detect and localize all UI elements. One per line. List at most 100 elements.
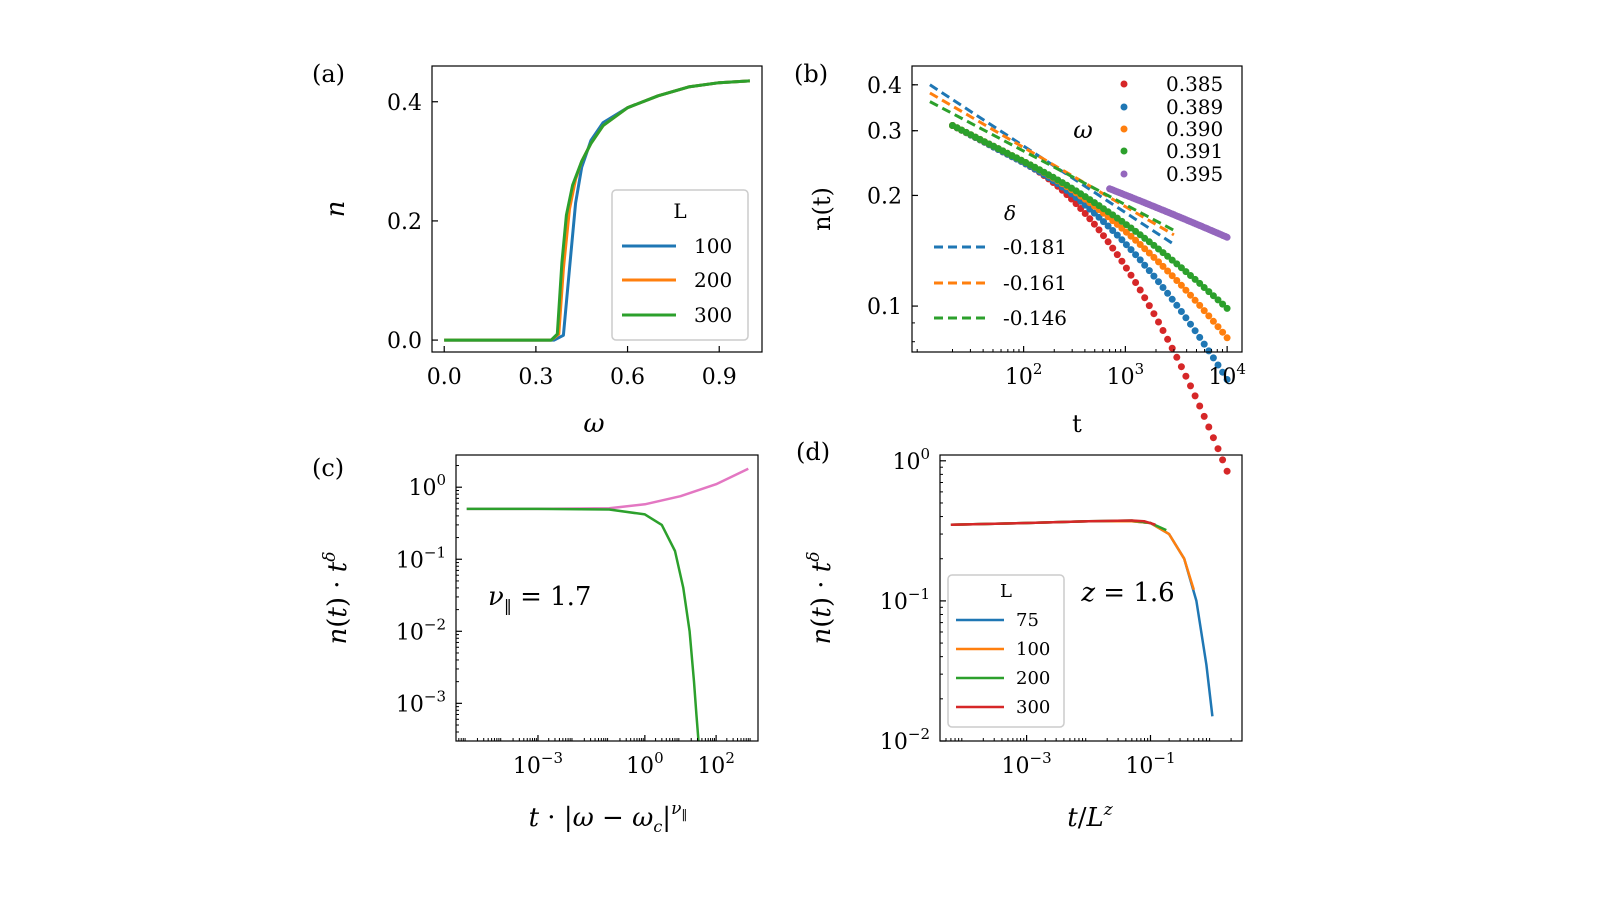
panel-d-legend-title: L (1000, 581, 1012, 602)
data-point-0.389 (1164, 289, 1172, 297)
panel-d-ylabel: n(t) · tδ (804, 552, 837, 645)
panel-c-annotation-nu: ν (488, 582, 504, 612)
data-point-0.390 (1214, 323, 1222, 331)
data-point-0.390 (1200, 307, 1208, 315)
ytick-label: 10−1 (396, 543, 446, 573)
xtick-label: 104 (1208, 360, 1246, 390)
data-point-0.385 (1168, 344, 1176, 352)
data-point-0.385 (1187, 382, 1194, 390)
panel-b-xlabel: t (1072, 410, 1082, 438)
data-point-0.385 (1150, 310, 1158, 318)
xtick-label: 103 (1107, 360, 1145, 390)
panel-a-ticks: 0.0 0.3 0.6 0.9 0.0 0.2 0.4 (387, 91, 737, 390)
panel-label-a: (a) (312, 60, 345, 88)
panel-label-b: (b) (794, 60, 828, 88)
panel-c-ylabel: n(t) · tδ (320, 552, 353, 645)
data-point-0.385 (1132, 279, 1140, 286)
panel-c-frame (455, 454, 759, 742)
data-point-0.385 (1155, 318, 1162, 326)
data-point-0.385 (1095, 226, 1103, 234)
data-point-0.391 (1173, 260, 1181, 268)
xtick-label: 0.0 (427, 365, 462, 390)
data-point-0.389 (1100, 218, 1107, 226)
panel-b-delta-label-3: -0.146 (1003, 306, 1067, 330)
data-point-0.395 (1223, 233, 1231, 241)
panel-d-plot-area (950, 519, 1214, 717)
panel-b-legend-label-0385: 0.385 (1166, 72, 1223, 96)
data-point-0.389 (1155, 278, 1162, 286)
data-point-0.390 (1182, 286, 1190, 294)
xtick-label: 0.6 (610, 365, 645, 390)
panel-a-ylabel: n (321, 201, 351, 218)
ytick-label: 10−3 (396, 687, 446, 717)
panel-c-xlabel: t · |ω − ωc|ν‖ (529, 799, 688, 836)
panel-a-legend-box (611, 189, 749, 341)
panel-c-annotation-value: = 1.7 (512, 582, 592, 612)
data-point-0.389 (1177, 308, 1185, 315)
data-point-0.389 (1191, 327, 1199, 335)
data-point-0.391 (1191, 275, 1199, 283)
series-line-upper (466, 467, 749, 511)
panel-d-legend-label-300: 300 (1016, 697, 1050, 718)
data-point-0.389 (1118, 236, 1126, 244)
panel-b-legend-label-0389: 0.389 (1166, 95, 1223, 119)
data-point-0.385 (1223, 467, 1231, 475)
data-point-0.390 (1209, 317, 1217, 325)
ytick-label: 0.1 (867, 295, 902, 320)
data-point-0.385 (1136, 286, 1144, 294)
panel-label-c: (c) (312, 454, 344, 482)
xtick-label: 0.3 (518, 365, 553, 390)
data-point-0.391 (1168, 256, 1176, 264)
data-point-0.385 (1127, 271, 1135, 279)
panel-b-legend-marker-0390 (1120, 125, 1128, 133)
data-point-0.389 (1200, 340, 1208, 348)
data-point-0.385 (1141, 294, 1149, 302)
data-point-0.385 (1104, 238, 1112, 246)
data-point-0.391 (1200, 284, 1208, 291)
data-point-0.385 (1219, 456, 1227, 464)
ytick-label: 10−1 (880, 585, 930, 615)
panel-b-frame (911, 65, 1243, 353)
xtick-label: 10−3 (1002, 749, 1052, 779)
data-point-0.391 (1164, 252, 1172, 260)
panel-b-omega-title: ω (1073, 116, 1093, 144)
data-point-0.390 (1164, 267, 1172, 275)
panel-b-delta-label-2: -0.161 (1003, 271, 1067, 295)
data-point-0.390 (1168, 272, 1176, 280)
ytick-label: 100 (408, 471, 446, 501)
ytick-label: 10−2 (880, 725, 930, 755)
data-point-0.385 (1081, 210, 1089, 217)
panel-c-plot-area (466, 467, 749, 742)
data-point-0.389 (1127, 246, 1135, 254)
panel-a-legend: L 100 200 300 (611, 189, 749, 341)
panel-label-d: (d) (796, 438, 830, 466)
data-point-0.385 (1205, 423, 1213, 431)
panel-b: (b) 102 103 104 0.1 0.2 0.3 0.4 t n(t) ω 0.385… (794, 60, 1246, 475)
ytick-label: 0.0 (387, 329, 422, 354)
panel-b-delta-label-1: -0.181 (1003, 235, 1067, 259)
data-point-0.389 (1214, 361, 1222, 369)
data-point-0.385 (1164, 335, 1172, 343)
fit-line--0.161 (929, 91, 1175, 237)
fit-line--0.146 (929, 100, 1175, 232)
panel-a: (a) 0.0 0.3 0.6 0.9 0.0 0.2 0.4 ω n L 100 200 … (312, 60, 763, 439)
data-point-0.390 (1177, 281, 1185, 289)
panel-b-delta-legend: δ -0.181 -0.161 -0.146 (934, 201, 1067, 330)
data-point-0.385 (1086, 215, 1094, 223)
data-point-0.389 (1113, 231, 1121, 239)
data-point-0.385 (1191, 392, 1199, 400)
panel-b-legend-label-0390: 0.390 (1166, 117, 1223, 141)
panel-b-omega-legend: ω 0.385 0.389 0.390 0.391 0.395 (1073, 72, 1223, 186)
data-point-0.385 (1182, 372, 1190, 380)
ytick-label: 0.4 (387, 91, 422, 116)
data-point-0.390 (1136, 241, 1144, 248)
xtick-label: 10−3 (513, 749, 563, 779)
panel-b-legend-marker-0389 (1120, 103, 1128, 111)
ytick-label: 0.2 (387, 210, 422, 235)
data-point-0.385 (1122, 264, 1130, 272)
data-point-0.390 (1223, 334, 1231, 342)
ytick-label: 0.4 (867, 74, 902, 99)
data-point-0.389 (1219, 368, 1227, 376)
data-point-0.389 (1159, 284, 1167, 291)
